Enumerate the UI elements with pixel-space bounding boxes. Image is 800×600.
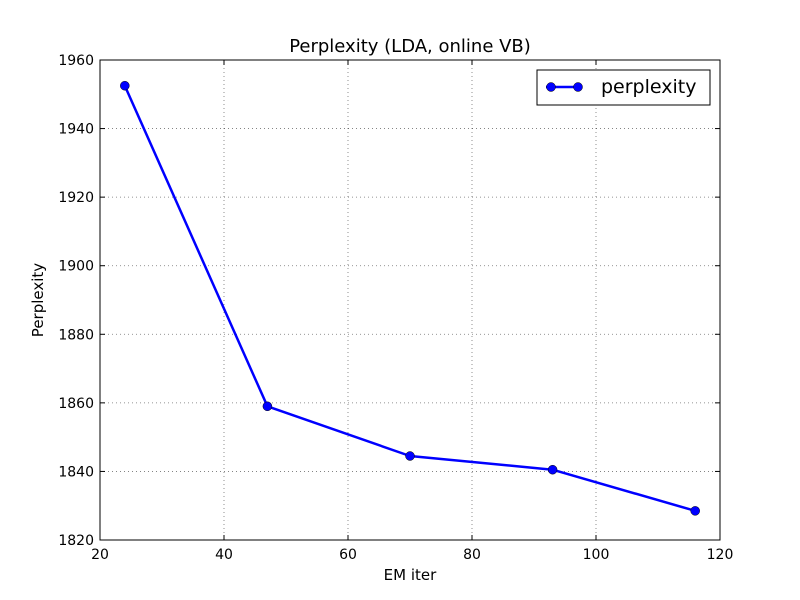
data-point xyxy=(690,506,700,516)
data-point xyxy=(405,451,415,461)
y-tick-label: 1900 xyxy=(58,259,94,275)
grid-lines xyxy=(100,60,720,540)
y-tick-label: 1960 xyxy=(58,53,94,69)
series-line-perplexity xyxy=(123,85,696,513)
legend-marker xyxy=(573,82,583,92)
x-tick-label: 100 xyxy=(583,547,610,563)
axis-ticks: 20 40 60 80 100 120 1820 1840 1860 1880 1900 1920 19… xyxy=(58,53,733,563)
y-tick-label: 1820 xyxy=(58,533,94,549)
chart-title: Perplexity (LDA, online VB) xyxy=(289,36,531,57)
x-tick-label: 120 xyxy=(707,547,734,563)
x-axis-label: EM iter xyxy=(384,566,437,584)
series-layer xyxy=(120,80,700,516)
y-tick-label: 1880 xyxy=(58,327,94,343)
plot-frame xyxy=(99,59,721,541)
x-tick-label: 20 xyxy=(91,547,109,563)
data-point xyxy=(262,401,273,412)
data-point xyxy=(120,80,130,91)
legend: perplexity xyxy=(536,69,711,106)
legend-marker xyxy=(546,82,556,92)
x-tick-label: 40 xyxy=(215,547,233,563)
y-axis-label: Perplexity xyxy=(29,263,47,337)
x-tick-label: 60 xyxy=(339,547,357,563)
y-tick-label: 1940 xyxy=(58,122,94,138)
data-point xyxy=(547,464,558,475)
y-tick-label: 1860 xyxy=(58,396,94,412)
x-tick-label: 80 xyxy=(463,547,481,563)
y-tick-label: 1840 xyxy=(58,464,94,480)
legend-label: perplexity xyxy=(601,76,696,98)
y-tick-label: 1920 xyxy=(58,190,94,206)
